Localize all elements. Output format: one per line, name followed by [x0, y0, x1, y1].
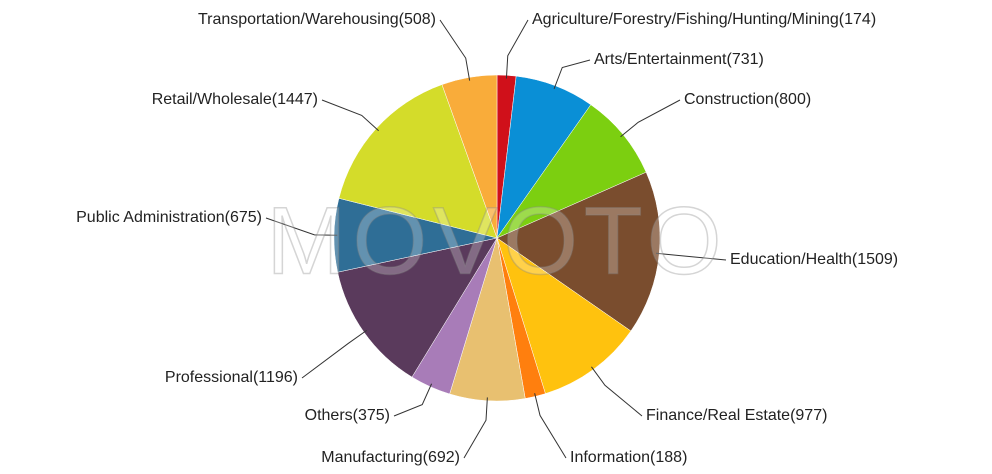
slice-label: Manufacturing(692): [321, 449, 460, 466]
category-name: Manufacturing: [321, 449, 422, 466]
category-name: Education/Health: [730, 251, 852, 268]
value-label: (800): [774, 91, 811, 108]
leader-line: [620, 99, 681, 138]
value-label: (188): [650, 449, 687, 466]
slice-label: Public Administration(675): [76, 209, 262, 226]
category-name: Arts/Entertainment: [594, 51, 727, 68]
slice-label: Finance/Real Estate(977): [646, 407, 827, 424]
leader-line: [393, 383, 433, 417]
slice-label: Transportation/Warehousing(508): [198, 11, 436, 28]
leader-line: [463, 397, 488, 459]
category-name: Information: [570, 449, 650, 466]
leader-line: [534, 393, 567, 459]
leader-line: [505, 19, 529, 79]
slice-label: Others(375): [305, 407, 390, 424]
slice-label: Professional(1196): [165, 369, 298, 386]
value-label: (731): [727, 51, 764, 68]
slice-label: Construction(800): [684, 91, 811, 108]
leader-line: [301, 329, 367, 379]
leader-line: [655, 252, 727, 261]
category-name: Construction: [684, 91, 774, 108]
slice-label: Information(188): [570, 449, 687, 466]
slice-label: Agriculture/Forestry/Fishing/Hunting/Min…: [532, 11, 876, 28]
value-label: (508): [399, 11, 436, 28]
value-label: (1509): [852, 251, 898, 268]
category-name: Retail/Wholesale: [152, 91, 272, 108]
leader-line: [591, 366, 643, 417]
slice-label: Education/Health(1509): [730, 251, 898, 268]
value-label: (692): [423, 449, 460, 466]
value-label: (1196): [253, 369, 298, 386]
category-name: Professional: [165, 369, 253, 386]
value-label: (675): [225, 209, 262, 226]
value-label: (977): [790, 407, 827, 424]
slice-label: Retail/Wholesale(1447): [152, 91, 318, 108]
category-name: Transportation/Warehousing: [198, 11, 399, 28]
slice-label: Arts/Entertainment(731): [594, 51, 764, 68]
value-label: (375): [353, 407, 390, 424]
value-label: (174): [839, 11, 876, 28]
category-name: Agriculture/Forestry/Fishing/Hunting/Min…: [532, 11, 839, 28]
leader-line: [321, 99, 379, 132]
value-label: (1447): [272, 91, 318, 108]
watermark: MOVOTO: [267, 187, 728, 294]
category-name: Finance/Real Estate: [646, 407, 790, 424]
leader-line: [265, 217, 338, 236]
category-name: Public Administration: [76, 209, 225, 226]
category-name: Others: [305, 407, 353, 424]
leader-line: [439, 19, 471, 81]
leader-line: [553, 59, 591, 89]
